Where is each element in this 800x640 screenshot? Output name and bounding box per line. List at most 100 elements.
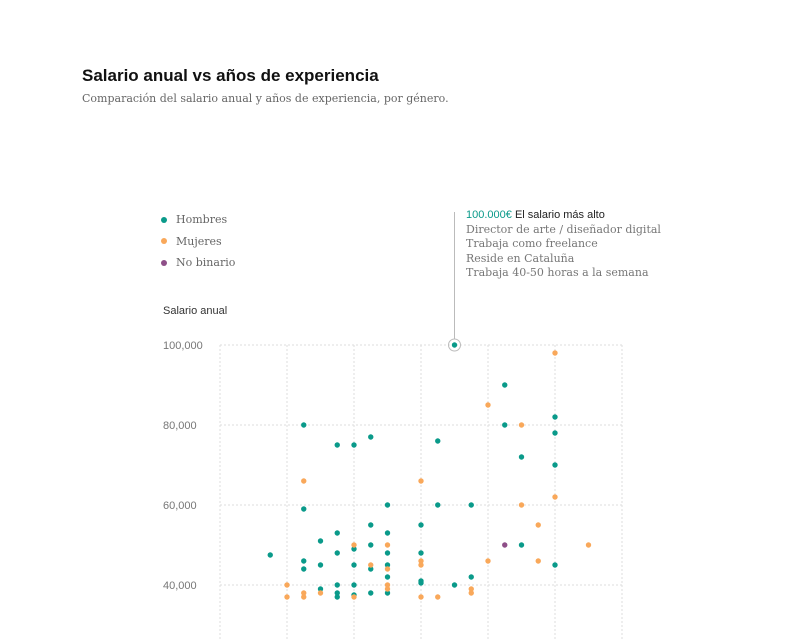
data-point-hombres <box>301 558 307 564</box>
data-point-hombres <box>351 546 357 552</box>
data-point-hombres <box>502 382 508 388</box>
data-point-hombres <box>468 502 474 508</box>
data-point-hombres <box>384 562 391 568</box>
legend-label: Hombres <box>176 213 228 227</box>
data-point-hombres <box>518 542 525 548</box>
data-point-hombres <box>418 522 424 528</box>
data-point-hombres <box>384 590 391 596</box>
data-point-hombres <box>384 530 391 536</box>
legend-label: No binario <box>176 256 236 270</box>
highlight-ring <box>448 338 461 352</box>
data-point-mujeres <box>485 402 491 408</box>
annotation-line: Trabaja 40-50 horas a la semana <box>466 266 649 280</box>
data-point-hombres <box>317 562 324 568</box>
y-tick-label: 100,000 <box>163 340 203 352</box>
data-point-mujeres <box>384 542 391 548</box>
annotation: 100.000€ El salario más alto Director de… <box>466 208 661 281</box>
data-point-mujeres <box>301 594 307 600</box>
y-axis-label: Salario anual <box>163 305 228 317</box>
legend-dot-icon <box>161 259 167 266</box>
data-point-mujeres <box>418 562 424 568</box>
annotation-value: 100.000€ <box>466 209 512 221</box>
legend-dot-icon <box>161 238 167 245</box>
data-point-mujeres <box>518 422 525 428</box>
legend-item-hombres[interactable]: Hombres <box>160 209 235 231</box>
data-point-mujeres <box>284 594 290 600</box>
data-point-hombres <box>552 430 558 436</box>
data-point-mujeres <box>418 594 424 600</box>
data-point-mujeres <box>284 582 290 588</box>
data-point-mujeres <box>384 582 391 588</box>
data-point-hombres <box>301 506 307 512</box>
data-point-hombres <box>384 550 391 556</box>
data-point-hombres <box>334 590 340 596</box>
y-tick-label: 60,000 <box>163 500 197 512</box>
data-point-hombres <box>552 414 558 420</box>
data-point-mujeres <box>301 590 307 596</box>
data-point-hombres <box>334 582 340 588</box>
annotation-headline: El salario más alto <box>514 209 605 221</box>
data-point-hombres <box>384 502 391 508</box>
data-point-mujeres <box>552 494 558 500</box>
data-point-hombres <box>435 502 441 508</box>
data-point-hombres <box>368 434 374 440</box>
data-point-mujeres <box>384 566 391 572</box>
data-point-hombres <box>267 552 273 558</box>
data-point-mujeres <box>384 586 391 592</box>
data-point-hombres <box>334 594 340 600</box>
legend-item-mujeres[interactable]: Mujeres <box>160 231 235 253</box>
data-point-hombres <box>435 438 441 444</box>
legend-item-no-binario[interactable]: No binario <box>160 252 235 274</box>
data-point-mujeres <box>518 502 525 508</box>
annotation-line: Director de arte / diseñador digital <box>466 222 661 236</box>
annotation-line: Trabaja como freelance <box>466 237 598 251</box>
data-point-mujeres <box>552 350 558 356</box>
data-point-mujeres <box>351 594 357 600</box>
data-point-mujeres <box>485 558 491 564</box>
data-point-mujeres <box>535 558 541 564</box>
data-point-no-binario <box>502 542 508 548</box>
legend-label: Mujeres <box>176 234 222 248</box>
data-point-hombres <box>351 562 357 568</box>
data-point-hombres <box>368 566 374 572</box>
data-point-hombres <box>317 538 324 544</box>
data-point-hombres <box>552 462 558 468</box>
data-point-hombres <box>334 550 340 556</box>
data-point-hombres <box>368 590 374 596</box>
data-point-mujeres <box>585 542 592 548</box>
data-point-mujeres <box>368 562 374 568</box>
data-point-hombres <box>301 566 307 572</box>
data-point-hombres <box>418 550 424 556</box>
data-point-hombres <box>518 454 525 460</box>
data-point-mujeres <box>317 590 324 596</box>
y-tick-label: 80,000 <box>163 420 197 432</box>
data-point-mujeres <box>301 478 307 484</box>
data-point-hombres <box>468 574 474 580</box>
legend-dot-icon <box>161 216 167 223</box>
data-point-hombres <box>384 574 391 580</box>
data-point-mujeres <box>535 522 541 528</box>
data-point-mujeres <box>468 586 474 592</box>
data-point-hombres <box>317 586 324 592</box>
y-tick-label: 40,000 <box>163 580 197 592</box>
data-point-hombres <box>351 582 357 588</box>
data-point-hombres <box>368 542 374 548</box>
data-point-hombres <box>418 580 424 586</box>
data-point-hombres <box>451 582 458 588</box>
chart-subtitle: Comparación del salario anual y años de … <box>82 92 449 105</box>
data-point-hombres <box>334 442 340 448</box>
legend: Hombres Mujeres No binario <box>160 209 235 274</box>
data-point-hombres <box>334 530 340 536</box>
data-point-hombres <box>502 422 508 428</box>
data-point-mujeres <box>435 594 441 600</box>
data-point-hombres <box>552 562 558 568</box>
data-point-hombres <box>451 342 458 348</box>
data-point-mujeres <box>351 542 357 548</box>
annotation-line: Reside en Cataluña <box>466 251 575 265</box>
data-point-mujeres <box>418 478 424 484</box>
data-point-hombres <box>368 522 374 528</box>
data-point-mujeres <box>418 558 424 564</box>
data-point-hombres <box>351 442 357 448</box>
data-point-mujeres <box>468 590 474 596</box>
